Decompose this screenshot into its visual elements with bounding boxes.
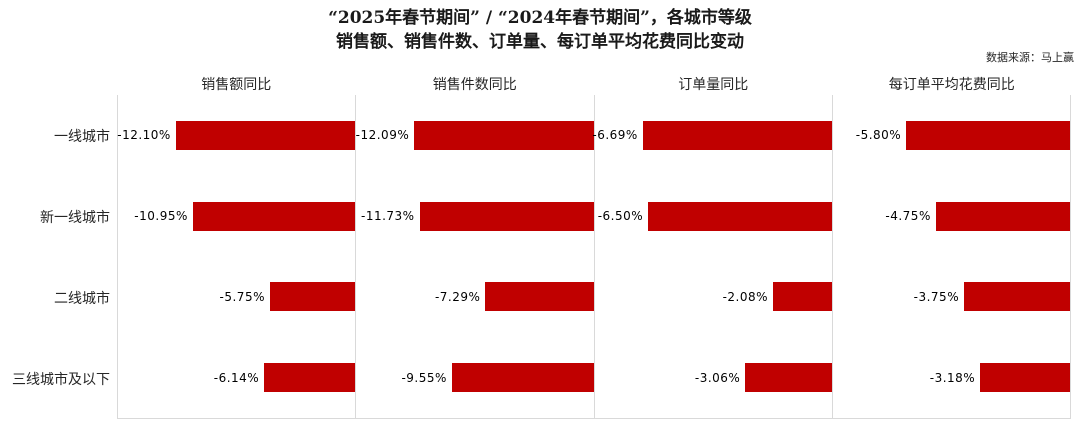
bar — [451, 363, 594, 393]
bar — [935, 201, 1070, 231]
bar-row: -12.10% — [117, 95, 356, 176]
bar-row: -5.75% — [118, 257, 356, 338]
bar — [745, 363, 832, 393]
chart-panel: -12.09% -11.73% -7.29% -9.55% — [355, 95, 594, 418]
bar-value-label: -6.14% — [213, 370, 260, 385]
bar-value-label: -7.29% — [434, 289, 481, 304]
bar-row: -7.29% — [356, 257, 594, 338]
bar-value-label: -10.95% — [134, 209, 188, 224]
bar-value-label: -12.09% — [355, 128, 410, 143]
bar-row: -4.75% — [833, 176, 1070, 257]
bar-row: -6.14% — [118, 337, 356, 418]
chart-panel: -5.80% -4.75% -3.75% -3.18% — [831, 95, 1070, 418]
bar-value-label: -4.75% — [885, 209, 931, 224]
bar-row: -3.18% — [833, 337, 1070, 418]
chart-title: “2025年春节期间” / “2024年春节期间”，各城市等级 销售额、销售件数… — [0, 6, 1080, 54]
bar — [906, 120, 1070, 150]
bar-value-label: -5.75% — [219, 289, 265, 304]
bar-value-label: -3.06% — [694, 370, 741, 385]
bar — [414, 120, 594, 150]
bar-value-label: -9.55% — [401, 370, 447, 385]
chart-panel: -12.10% -10.95% -5.75% -6.14% — [117, 95, 356, 418]
category-label: 二线城市 — [54, 290, 110, 307]
panel-header: 订单量同比 — [678, 77, 749, 93]
chart-panel: -6.69% -6.50% -2.08% -3.06% — [592, 95, 832, 418]
bar — [773, 282, 832, 312]
bar-row: -6.69% — [592, 95, 832, 176]
data-source-note: 数据来源：马上赢 — [986, 51, 1074, 64]
bar-row: -6.50% — [595, 176, 832, 257]
category-label-column: 一线城市新一线城市二线城市三线城市及以下 — [0, 95, 110, 419]
bar — [269, 282, 356, 312]
bar-row: -9.55% — [356, 337, 594, 418]
bar-row: -5.80% — [833, 95, 1070, 176]
chart-title-line2: 销售额、销售件数、订单量、每订单平均花费同比变动 — [336, 32, 744, 52]
bar — [175, 120, 356, 150]
category-label: 新一线城市 — [40, 209, 110, 226]
bar-value-label: -11.73% — [360, 209, 415, 224]
bar — [648, 201, 832, 231]
panel-header: 销售额同比 — [201, 77, 272, 93]
bar-value-label: -6.69% — [592, 128, 638, 143]
category-label: 一线城市 — [54, 128, 110, 145]
bar-row: -11.73% — [356, 176, 594, 257]
bar-row: -3.06% — [595, 337, 832, 418]
bar-value-label: -3.18% — [929, 370, 976, 385]
panel-header: 每订单平均花费同比 — [888, 77, 1015, 93]
bar — [980, 363, 1070, 393]
bar-row: -10.95% — [118, 176, 356, 257]
bar — [642, 120, 832, 150]
bar-value-label: -2.08% — [722, 289, 769, 304]
plot-area: -12.10% -10.95% -5.75% -6.14% -12.09% -11.73%… — [117, 95, 1071, 419]
chart-title-line1: “2025年春节期间” / “2024年春节期间”，各城市等级 — [328, 8, 752, 28]
bar-value-label: -3.75% — [913, 289, 960, 304]
panel-header: 销售件数同比 — [432, 77, 517, 93]
bar — [964, 282, 1070, 312]
bar-value-label: -6.50% — [597, 209, 644, 224]
bar — [264, 363, 356, 393]
bar — [485, 282, 594, 312]
bar-row: -12.09% — [355, 95, 594, 176]
bar-value-label: -12.10% — [117, 128, 171, 143]
bar — [419, 201, 594, 231]
panel-header-row: 销售额同比 销售件数同比 订单量同比 每订单平均花费同比 — [117, 74, 1071, 94]
bar-value-label: -5.80% — [855, 128, 902, 143]
category-label: 三线城市及以下 — [12, 371, 110, 388]
bar — [192, 201, 356, 231]
bar-row: -2.08% — [595, 257, 832, 338]
bar-row: -3.75% — [833, 257, 1070, 338]
